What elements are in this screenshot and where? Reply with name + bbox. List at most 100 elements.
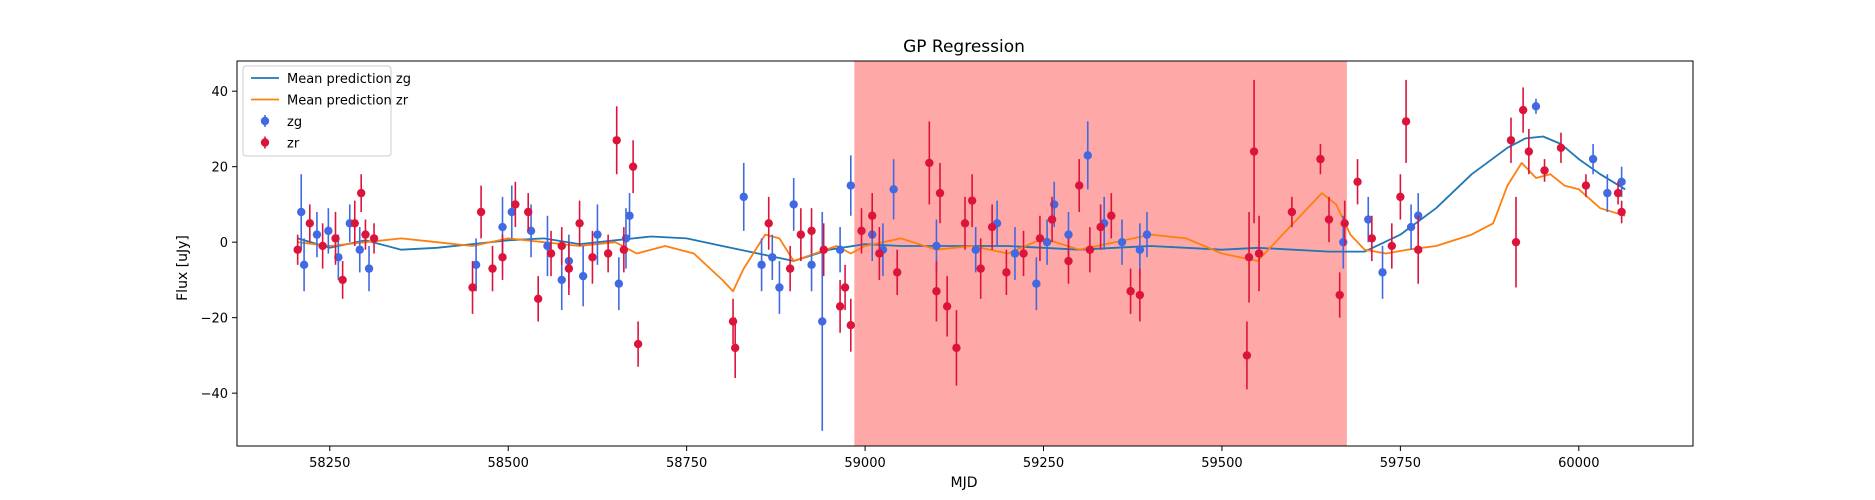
- data-point: [1085, 245, 1095, 254]
- data-point: [1339, 237, 1348, 247]
- data-point: [1135, 245, 1145, 254]
- x-tick-label: 60000: [1558, 456, 1599, 471]
- data-point: [1083, 151, 1092, 160]
- data-point: [1340, 219, 1349, 228]
- data-point: [1064, 230, 1073, 239]
- data-point: [468, 283, 477, 292]
- data-point: [1414, 245, 1423, 254]
- data-point: [1107, 211, 1116, 220]
- data-point: [846, 321, 856, 330]
- data-point: [331, 234, 340, 243]
- data-point: [1047, 215, 1057, 224]
- shaded-region: [854, 61, 1347, 446]
- series-points-zr: [293, 79, 1626, 390]
- data-point: [1511, 237, 1521, 247]
- data-point: [1540, 166, 1549, 175]
- data-point: [476, 207, 486, 217]
- data-point: [578, 271, 588, 281]
- data-point: [1531, 102, 1541, 111]
- data-point: [1042, 237, 1052, 247]
- data-point: [935, 188, 945, 198]
- data-point: [612, 136, 621, 145]
- data-point: [1035, 234, 1045, 243]
- data-point: [1096, 222, 1105, 232]
- y-tick-label: 20: [211, 161, 228, 176]
- x-tick-label: 58250: [309, 456, 350, 471]
- data-point: [625, 211, 634, 220]
- data-point: [835, 302, 845, 311]
- data-point: [1367, 234, 1377, 243]
- x-tick-label: 59250: [1023, 456, 1064, 471]
- data-point: [1254, 249, 1264, 258]
- data-point: [976, 264, 985, 273]
- data-point: [628, 162, 638, 171]
- data-point: [775, 283, 784, 292]
- data-point: [305, 219, 314, 228]
- x-tick-label: 58750: [666, 456, 707, 471]
- data-point: [868, 211, 877, 220]
- data-point: [364, 264, 374, 273]
- legend-point-swatch: [260, 138, 270, 147]
- legend-label: zr: [287, 137, 300, 152]
- data-point: [593, 230, 602, 239]
- data-point: [889, 185, 898, 194]
- data-point: [361, 230, 370, 239]
- data-point: [355, 245, 364, 254]
- data-point: [1581, 181, 1591, 190]
- data-point: [543, 241, 552, 251]
- data-point: [764, 219, 773, 228]
- data-point: [524, 207, 533, 217]
- data-point: [1316, 154, 1325, 164]
- data-point: [557, 275, 566, 285]
- data-point: [932, 241, 941, 251]
- plot-area: 58250 58500 58750 59000 59250 59500 59750 60000…: [201, 60, 1694, 471]
- data-point: [338, 275, 347, 285]
- data-point: [925, 158, 934, 168]
- data-point: [1117, 237, 1127, 247]
- data-point: [875, 249, 884, 258]
- data-point: [1588, 154, 1598, 164]
- data-point: [1242, 351, 1252, 360]
- data-point: [1126, 287, 1135, 296]
- data-point: [1142, 230, 1152, 239]
- legend: Mean prediction zg Mean prediction zr zg zr: [242, 65, 411, 157]
- data-point: [768, 253, 777, 262]
- data-point: [1396, 192, 1405, 202]
- data-point: [857, 226, 866, 236]
- data-point: [1074, 181, 1084, 190]
- data-point: [299, 260, 309, 270]
- data-point: [546, 249, 556, 258]
- data-point: [1401, 117, 1411, 126]
- data-point: [1378, 268, 1387, 277]
- data-point: [1556, 143, 1566, 153]
- legend-box: [242, 65, 392, 157]
- data-point: [1387, 241, 1397, 251]
- data-point: [1406, 222, 1416, 232]
- data-point: [846, 181, 856, 190]
- data-point: [1617, 207, 1626, 217]
- data-point: [730, 343, 740, 353]
- data-point: [1249, 147, 1259, 156]
- data-point: [1364, 215, 1373, 224]
- y-tick-label: 40: [211, 85, 228, 100]
- x-tick-label: 59000: [844, 456, 885, 471]
- data-point: [312, 230, 322, 239]
- data-point: [356, 188, 366, 198]
- data-point: [840, 283, 850, 292]
- data-point: [588, 253, 597, 262]
- data-point: [619, 245, 629, 254]
- axes-frame: [236, 60, 1694, 447]
- data-point: [575, 219, 584, 228]
- data-point: [807, 260, 816, 270]
- data-point: [293, 245, 302, 254]
- x-tick-label: 58500: [488, 456, 529, 471]
- data-point: [757, 260, 766, 270]
- data-point: [1617, 177, 1626, 186]
- data-point: [785, 264, 795, 273]
- data-point: [1019, 249, 1028, 258]
- data-point: [297, 207, 306, 217]
- data-point: [488, 264, 497, 273]
- legend-label: Mean prediction zr: [287, 94, 409, 109]
- data-point: [892, 268, 902, 277]
